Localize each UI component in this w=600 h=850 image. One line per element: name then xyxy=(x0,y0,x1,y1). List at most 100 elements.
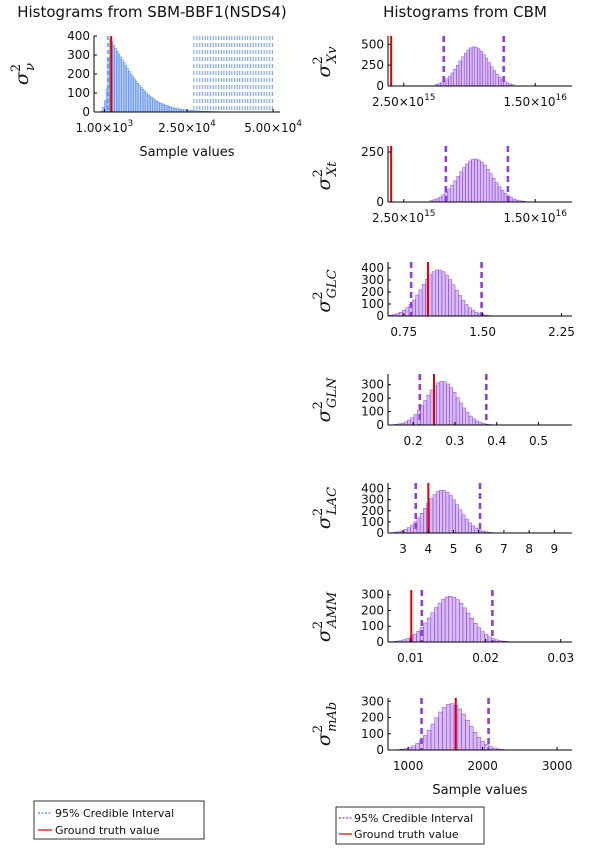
histogram-amm xyxy=(387,596,531,643)
histogram-bar xyxy=(148,95,152,113)
histogram-bar xyxy=(438,711,443,751)
histogram-glc xyxy=(387,269,515,317)
histogram-bar xyxy=(461,300,466,317)
histogram-bar xyxy=(421,284,426,317)
histogram-bar xyxy=(117,53,121,113)
histogram-bar xyxy=(471,525,476,534)
histogram-bar xyxy=(112,45,115,113)
histogram-bar xyxy=(411,745,416,751)
legend-left-gt-label: Ground truth value xyxy=(55,824,160,837)
histogram-xt xyxy=(429,158,525,203)
y-tick-label: 250 xyxy=(361,145,384,159)
histogram-bar xyxy=(145,92,148,113)
histogram-bar xyxy=(476,737,482,751)
y-tick-label: 0 xyxy=(376,79,384,93)
histogram-bar xyxy=(150,97,153,113)
histogram-bar xyxy=(492,70,497,87)
histogram-bar xyxy=(462,407,467,426)
x-tick-label: 2.50×1015 xyxy=(372,209,436,225)
histogram-bar xyxy=(446,704,451,751)
histogram-bar xyxy=(430,612,435,643)
y-tick-label: 0 xyxy=(376,635,384,649)
y-tick-label: 200 xyxy=(67,67,90,81)
x-tick-label: 1.50 xyxy=(469,325,496,339)
histogram-bar xyxy=(167,106,171,113)
histogram-bar xyxy=(434,717,439,751)
right-title: Histograms from CBM xyxy=(383,3,547,21)
x-tick-label: 4 xyxy=(425,542,433,556)
histogram-bar xyxy=(461,56,465,87)
histogram-bar xyxy=(480,631,485,643)
histogram-bar xyxy=(465,163,469,203)
histogram-bar xyxy=(431,271,436,317)
x-tick-label: 2000 xyxy=(467,759,498,773)
histogram-bar xyxy=(140,87,143,113)
x-axis-label: Sample values xyxy=(139,145,234,160)
histogram-bar xyxy=(462,607,467,643)
histogram-bar xyxy=(498,77,502,87)
legend-left: 95% Credible Interval Ground truth value xyxy=(33,800,205,840)
histogram-bar xyxy=(461,713,466,751)
histogram-bar xyxy=(415,743,420,751)
histogram-bar xyxy=(439,381,444,426)
histogram-xv xyxy=(435,46,515,87)
histogram-bar xyxy=(155,100,158,113)
histogram-bar xyxy=(461,514,466,534)
histogram-bar xyxy=(407,527,411,534)
histogram-bar xyxy=(448,495,453,534)
histogram-bar xyxy=(485,58,489,87)
histogram-bar xyxy=(447,188,452,203)
y-tick-label: 100 xyxy=(361,405,384,419)
histogram-bar xyxy=(466,612,471,643)
histogram-bar xyxy=(407,419,411,426)
histogram-bar xyxy=(474,527,479,534)
x-tick-label: 0.4 xyxy=(487,434,506,448)
left-title: Histograms from SBM-BBF1(NSDS4) xyxy=(17,3,287,21)
histogram-bar xyxy=(469,726,474,751)
histogram-bar xyxy=(405,638,410,643)
y-tick-label: 0 xyxy=(376,526,384,540)
legend-left-ci-label: 95% Credible Interval xyxy=(55,807,174,820)
histogram-bar xyxy=(458,60,462,87)
histogram-bar xyxy=(472,418,476,426)
histogram-bar xyxy=(456,64,460,87)
histogram-bar xyxy=(430,723,436,751)
histogram-bar xyxy=(468,415,473,426)
y-tick-label: 300 xyxy=(361,378,384,392)
y-tick-label: 0 xyxy=(376,418,384,432)
x-tick-label: 3 xyxy=(399,542,407,556)
panel-xt: 0 250 2.50×1015 1.50×1016 σ2Xt xyxy=(311,145,572,225)
histogram-bar xyxy=(464,518,469,534)
histogram-bar xyxy=(441,599,446,643)
histogram-bar xyxy=(441,194,446,203)
y-tick-label: 300 xyxy=(361,273,384,287)
histogram-bar xyxy=(171,107,174,113)
histogram-bar xyxy=(154,99,157,113)
histogram-bar xyxy=(423,622,428,643)
histogram-bar xyxy=(444,596,449,643)
histogram-bar xyxy=(416,631,421,643)
histogram-bar xyxy=(477,159,481,203)
y-tick-label: 400 xyxy=(361,261,384,275)
y-axis-label: σ2mAb xyxy=(311,702,340,746)
histogram-bar xyxy=(436,382,441,426)
histogram-bar xyxy=(503,81,507,87)
histogram-bar xyxy=(423,400,428,426)
histogram-bar xyxy=(398,311,403,317)
histogram-bar xyxy=(464,304,469,317)
histogram-bar xyxy=(482,54,486,87)
y-tick-label: 100 xyxy=(361,515,384,529)
histogram-bar xyxy=(453,180,457,203)
panel-mab: 0 100 200 300 1000 2000 3000 σ2mAb Sample values xyxy=(311,694,572,798)
y-axis-label: σ2LAC xyxy=(311,487,340,529)
histogram-bar xyxy=(495,74,499,87)
x-tick-label: 1.50×1016 xyxy=(503,93,567,109)
histogram-bar xyxy=(453,69,457,87)
histogram-bar xyxy=(455,504,459,534)
histogram-bar xyxy=(468,522,472,534)
histogram-bar xyxy=(442,381,447,426)
histogram-bar xyxy=(432,494,437,534)
histogram-mab xyxy=(388,703,543,751)
histogram-bar xyxy=(474,46,478,87)
x-tick-label: 9 xyxy=(551,542,559,556)
